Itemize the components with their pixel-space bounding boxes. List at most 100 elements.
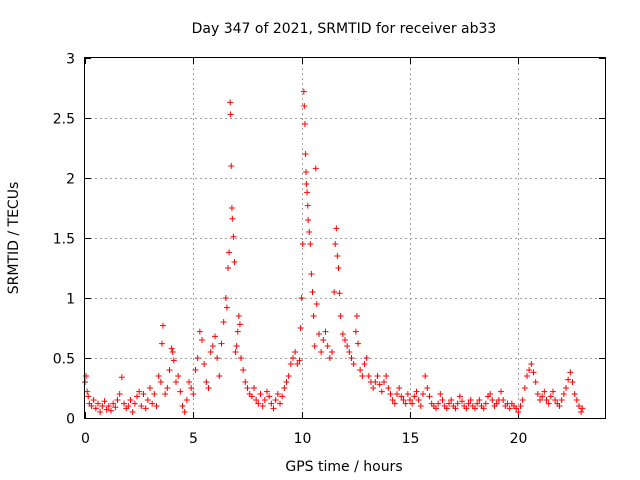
x-tick-label: 10 <box>294 431 312 447</box>
data-point <box>236 321 243 328</box>
data-point <box>404 391 411 397</box>
data-point <box>294 361 301 367</box>
data-point <box>547 393 554 400</box>
data-point <box>84 388 91 395</box>
data-point <box>524 373 530 379</box>
data-point <box>537 397 543 403</box>
data-point <box>255 400 262 407</box>
y-tick-label: 1 <box>66 292 75 308</box>
data-point <box>322 328 329 335</box>
data-point <box>443 405 450 412</box>
data-point <box>108 407 114 414</box>
data-point <box>413 388 420 395</box>
y-tick-label: 2 <box>66 172 75 188</box>
data-point <box>329 349 335 355</box>
y-tick-label: 2.5 <box>53 112 75 128</box>
data-point <box>99 403 106 409</box>
data-point <box>155 373 162 379</box>
data-point <box>324 343 331 349</box>
data-point <box>361 361 368 367</box>
data-point <box>305 217 312 223</box>
data-point <box>465 400 472 407</box>
data-point <box>110 400 117 407</box>
chart-title: Day 347 of 2021, SRMTID for receiver ab3… <box>192 21 497 37</box>
data-point <box>272 397 279 403</box>
data-point <box>153 403 160 409</box>
data-point <box>394 391 400 397</box>
data-point <box>268 400 275 407</box>
x-tick-label: 0 <box>81 431 90 447</box>
data-point <box>398 393 405 400</box>
data-point <box>578 409 585 415</box>
data-point <box>199 337 205 343</box>
data-point <box>233 343 240 349</box>
data-point <box>556 403 563 409</box>
data-point <box>385 385 392 391</box>
data-point <box>350 361 357 367</box>
y-tick-label: 3 <box>66 52 75 68</box>
data-point <box>543 397 550 403</box>
data-point <box>168 345 175 352</box>
data-point <box>147 385 153 391</box>
data-point <box>467 397 474 403</box>
data-point <box>166 367 173 373</box>
data-point <box>506 405 513 412</box>
data-point <box>569 379 576 385</box>
data-point <box>304 202 311 209</box>
data-point <box>309 289 316 295</box>
data-point <box>515 409 522 415</box>
data-point <box>131 400 138 407</box>
data-point <box>342 337 348 343</box>
data-point <box>85 393 92 400</box>
data-point <box>129 409 136 415</box>
data-point <box>281 385 288 391</box>
data-point <box>186 379 192 385</box>
data-point <box>500 397 507 403</box>
data-point <box>567 369 574 376</box>
data-point <box>285 373 292 379</box>
data-point <box>103 406 110 413</box>
data-point <box>372 379 379 385</box>
data-point <box>125 403 132 409</box>
data-point <box>290 355 296 361</box>
data-point <box>476 397 483 403</box>
x-axis-label: GPS time / hours <box>285 459 402 475</box>
data-point <box>480 405 487 412</box>
data-points <box>82 88 586 415</box>
data-point <box>157 379 164 385</box>
data-point <box>320 337 327 343</box>
data-point <box>264 388 270 395</box>
data-point <box>339 331 346 337</box>
data-point <box>235 313 242 319</box>
data-point <box>173 379 179 385</box>
data-point <box>422 373 429 379</box>
y-tick-label: 0 <box>66 412 75 428</box>
data-point <box>304 189 311 196</box>
data-point <box>127 397 134 403</box>
data-point <box>138 403 145 409</box>
data-point <box>526 367 533 373</box>
data-point <box>105 403 112 409</box>
data-point <box>183 397 190 403</box>
data-point <box>112 404 119 411</box>
data-point <box>472 405 478 412</box>
data-point <box>158 340 165 347</box>
data-point <box>331 289 338 295</box>
data-point <box>346 349 353 355</box>
data-point <box>253 397 260 403</box>
data-point <box>357 367 364 373</box>
data-point <box>571 391 578 397</box>
data-point <box>312 165 319 172</box>
x-tick-label: 20 <box>510 431 528 447</box>
data-point <box>316 331 322 337</box>
data-point <box>181 409 188 415</box>
data-point <box>266 393 273 400</box>
data-point <box>240 367 247 373</box>
data-point <box>307 241 314 247</box>
data-point <box>310 313 317 319</box>
data-point <box>177 388 184 395</box>
data-point <box>277 400 283 407</box>
data-point <box>474 400 481 407</box>
data-point <box>576 403 582 409</box>
